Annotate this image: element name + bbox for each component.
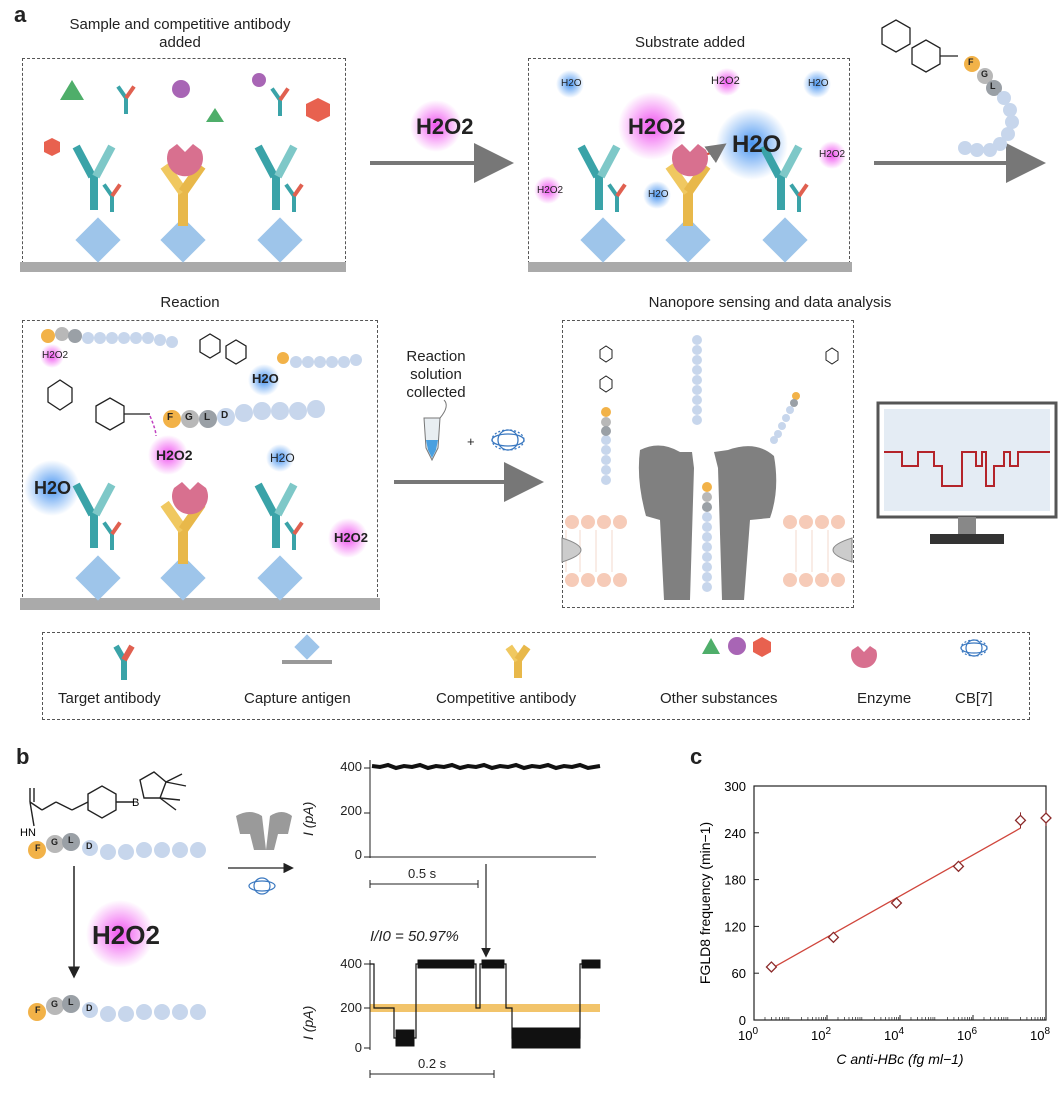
residue-f: F: [35, 1005, 41, 1015]
panel-a-illustration: [24, 19, 1058, 601]
reagent-h2o2: H2O2: [92, 920, 160, 950]
bottom-scalebar-label: 0.2 s: [418, 1056, 447, 1071]
top-ytick: 200: [340, 803, 362, 818]
top-ytick: 400: [340, 759, 362, 774]
collect-label: Reaction solution collected: [406, 348, 466, 401]
x-tick-label: 102: [811, 1026, 831, 1043]
h2o-small: H2O: [561, 78, 582, 89]
capture-antigen-icon: [282, 634, 332, 664]
data-point: [765, 961, 778, 973]
legend-cb7: CB[7]: [955, 690, 993, 707]
y-axis-label: FGLD8 frequency (min−1): [697, 822, 713, 984]
monitor-trace: [884, 451, 1050, 487]
top-trace-axes: [364, 760, 596, 858]
other-substances-icon: [702, 637, 771, 657]
h2o-medium: H2O: [252, 371, 279, 386]
legend-competitive-antibody: Competitive antibody: [436, 690, 577, 707]
residue-l: L: [68, 997, 74, 1007]
residue-l: L: [68, 835, 74, 845]
panel-b-illustration: HN B: [20, 760, 601, 1078]
bottom-ytick: 0: [354, 1040, 362, 1055]
legend-other-substances: Other substances: [660, 690, 778, 707]
bottom-trace-ylabel: I (pA): [300, 1005, 316, 1040]
data-point: [890, 897, 903, 909]
h2o-small: H2O: [648, 189, 669, 200]
h2o2-small: H2O2: [819, 149, 846, 160]
x-tick-label: 108: [1030, 1026, 1050, 1043]
h2o-large: H2O: [732, 131, 782, 158]
residue-g: G: [185, 412, 193, 423]
panel-a-label: a: [14, 2, 27, 27]
legend-capture-antigen: Capture antigen: [244, 690, 351, 707]
h2o2-small: H2O2: [711, 75, 740, 87]
data-point: [827, 931, 840, 944]
surface-1: [20, 262, 346, 272]
legend-enzyme: Enzyme: [857, 690, 912, 707]
step1-title: Sample and competitive antibody added: [69, 16, 291, 51]
cb7-icon: [960, 639, 988, 657]
residue-g: G: [51, 999, 59, 1009]
step3-title: Reaction: [160, 294, 220, 311]
x-tick-label: 100: [738, 1026, 758, 1043]
top-ytick: 0: [354, 847, 362, 862]
panel-c-label: c: [690, 744, 703, 769]
panel-b-label: b: [16, 744, 30, 769]
top-trace-signal: [371, 762, 601, 771]
x-axis-label: C anti-HBc (fg ml−1): [836, 1051, 963, 1067]
h2o2-small: H2O2: [42, 350, 69, 361]
residue-f: F: [968, 57, 974, 67]
h2o-large: H2O: [34, 478, 72, 498]
plus-sign: +: [467, 434, 475, 449]
residue-d: D: [86, 841, 93, 851]
y-tick-label: 120: [724, 919, 746, 934]
step2-title: Substrate added: [634, 34, 746, 51]
svg-text:HN: HN: [20, 827, 36, 839]
data-point: [1040, 812, 1052, 824]
y-tick-label: 60: [732, 966, 746, 981]
top-scalebar-label: 0.5 s: [408, 866, 437, 881]
svg-text:B: B: [132, 797, 139, 809]
y-tick-label: 0: [739, 1013, 746, 1028]
current-ratio-annotation: I/I0 = 50.97%: [370, 928, 459, 945]
h2o2-medium: H2O2: [156, 447, 193, 463]
h2o-small: H2O: [808, 78, 829, 89]
residue-g: G: [51, 837, 59, 847]
legend-target-antibody: Target antibody: [58, 690, 161, 707]
bottom-ytick: 400: [340, 956, 362, 971]
arrow1-h2o2: H2O2: [416, 114, 474, 139]
residue-l: L: [990, 81, 996, 91]
y-tick-label: 240: [724, 826, 746, 841]
residue-g: G: [981, 69, 989, 79]
legend-icons: [113, 634, 988, 680]
bottom-ytick: 200: [340, 1000, 362, 1015]
step4-box: [562, 320, 854, 608]
legend-box: [42, 632, 1030, 720]
bottom-trace-axes: [364, 960, 371, 1050]
competitive-antibody-icon: [505, 644, 531, 678]
h2o-small: H2O: [270, 451, 295, 465]
residue-f: F: [167, 412, 174, 423]
y-tick-label: 180: [724, 873, 746, 888]
x-tick-label: 104: [884, 1026, 904, 1043]
h2o2-medium: H2O2: [334, 530, 368, 545]
h2o2-small: H2O2: [537, 185, 564, 196]
triangle-substance: [60, 80, 84, 100]
residue-f: F: [35, 843, 41, 853]
enzyme-icon: [851, 646, 877, 668]
surface-3: [20, 598, 380, 610]
x-tick-label: 106: [957, 1026, 977, 1043]
residue-d: D: [221, 410, 229, 421]
h2o2-large: H2O2: [628, 114, 686, 139]
target-antibody-icon: [113, 644, 135, 680]
frequency-chart: 0 60 120 180 240 300 100 102 104 106 108 FGLD8 freq…: [697, 779, 1052, 1067]
top-trace-ylabel: I (pA): [300, 801, 316, 836]
step4-title: Nanopore sensing and data analysis: [648, 294, 892, 311]
surface-2: [528, 262, 852, 272]
residue-l: L: [204, 412, 211, 423]
reference-band: [370, 1004, 600, 1012]
y-tick-label: 300: [724, 779, 746, 794]
data-point: [1014, 814, 1027, 827]
residue-d: D: [86, 1003, 93, 1013]
data-point: [952, 860, 965, 873]
